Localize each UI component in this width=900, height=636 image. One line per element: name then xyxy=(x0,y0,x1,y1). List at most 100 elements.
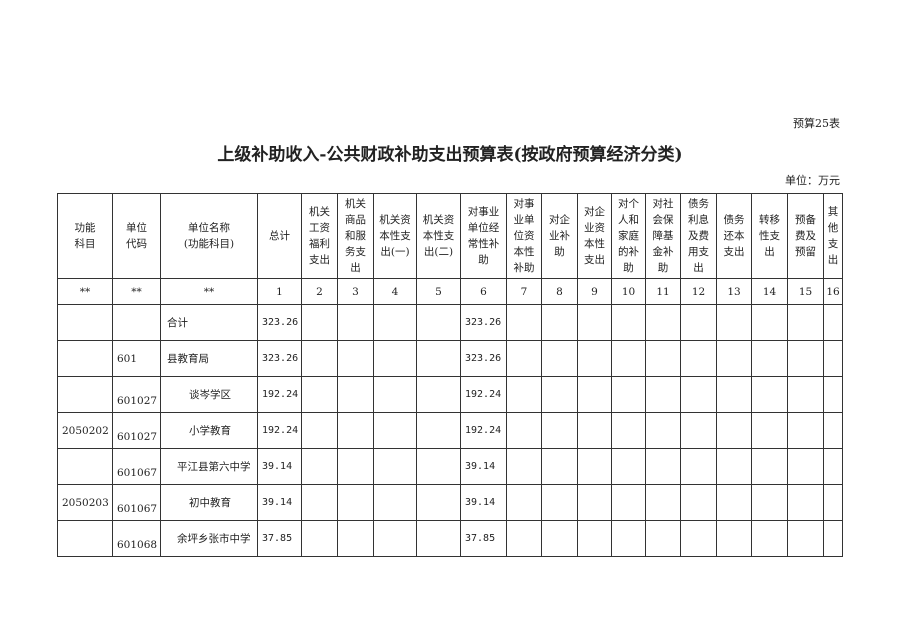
table-row: 601067 平江县第六中学 39.14 39.14 xyxy=(57,448,843,485)
table-row: 2050202 601027 小学教育 192.24 192.24 xyxy=(57,412,843,449)
total-cell: 39.14 xyxy=(257,484,302,521)
empty-cell xyxy=(416,484,461,521)
empty-cell xyxy=(823,484,843,521)
empty-cell xyxy=(680,484,717,521)
empty-cell xyxy=(751,376,788,413)
column-header: 单位 代码 xyxy=(112,193,161,279)
column-header: 机关 工资 福利 支出 xyxy=(301,193,338,279)
column-number: ** xyxy=(112,278,161,305)
unit-name-cell: 合计 xyxy=(160,304,258,341)
empty-cell xyxy=(716,412,752,449)
empty-cell xyxy=(416,376,461,413)
empty-cell xyxy=(416,340,461,377)
empty-cell xyxy=(541,484,578,521)
column-number: 14 xyxy=(751,278,788,305)
empty-cell xyxy=(751,520,788,557)
total-cell: 323.26 xyxy=(257,304,302,341)
empty-cell xyxy=(541,412,578,449)
empty-cell xyxy=(751,340,788,377)
empty-cell xyxy=(301,484,338,521)
function-code-cell xyxy=(57,304,113,341)
column-header: 对企 业资 本性 支出 xyxy=(577,193,612,279)
empty-cell xyxy=(716,520,752,557)
column-header: 债务 利息 及费 用支 出 xyxy=(680,193,717,279)
header-row: 功能 科目 单位 代码 单位名称 (功能科目) 总计 机关 工资 福利 支出 机关 商品 … xyxy=(57,193,843,279)
empty-cell xyxy=(416,412,461,449)
empty-cell xyxy=(751,412,788,449)
empty-cell xyxy=(373,412,417,449)
empty-cell xyxy=(337,484,374,521)
empty-cell xyxy=(680,520,717,557)
column-number: 11 xyxy=(645,278,681,305)
unit-code-cell: 601067 xyxy=(112,484,161,521)
empty-cell xyxy=(337,304,374,341)
function-code-cell xyxy=(57,376,113,413)
empty-cell xyxy=(301,340,338,377)
unit-code-cell: 601068 xyxy=(112,520,161,557)
empty-cell xyxy=(680,304,717,341)
cell-code: 601068 xyxy=(117,539,158,551)
function-code-cell: 2050203 xyxy=(57,484,113,521)
empty-cell xyxy=(611,520,646,557)
column-number: 5 xyxy=(416,278,461,305)
empty-cell xyxy=(337,376,374,413)
empty-cell xyxy=(787,304,824,341)
column-header: 对事 业单 位资 本性 补助 xyxy=(506,193,542,279)
total-cell: 37.85 xyxy=(257,520,302,557)
column-number: 1 xyxy=(257,278,302,305)
empty-cell xyxy=(680,340,717,377)
empty-cell xyxy=(416,304,461,341)
column-header: 机关资 本性支 出(二) xyxy=(416,193,461,279)
cell-code: 601 xyxy=(117,352,138,365)
empty-cell xyxy=(611,412,646,449)
empty-cell xyxy=(716,376,752,413)
empty-cell xyxy=(751,304,788,341)
empty-cell xyxy=(645,412,681,449)
empty-cell xyxy=(577,412,612,449)
col6-cell: 323.26 xyxy=(460,304,507,341)
empty-cell xyxy=(611,340,646,377)
column-number: 13 xyxy=(716,278,752,305)
table-row: 合计 323.26 323.26 xyxy=(57,304,843,341)
column-number: 6 xyxy=(460,278,507,305)
empty-cell xyxy=(337,448,374,485)
column-number: ** xyxy=(160,278,258,305)
empty-cell xyxy=(823,340,843,377)
empty-cell xyxy=(301,448,338,485)
empty-cell xyxy=(541,520,578,557)
empty-cell xyxy=(506,520,542,557)
empty-cell xyxy=(506,448,542,485)
column-header: 功能 科目 xyxy=(57,193,113,279)
function-code-cell xyxy=(57,340,113,377)
empty-cell xyxy=(823,376,843,413)
column-number: ** xyxy=(57,278,113,305)
column-number: 2 xyxy=(301,278,338,305)
empty-cell xyxy=(577,340,612,377)
empty-cell xyxy=(751,484,788,521)
empty-cell xyxy=(541,448,578,485)
empty-cell xyxy=(373,340,417,377)
empty-cell xyxy=(577,304,612,341)
column-number-row: ** ** ** 1 2 3 4 5 6 7 8 9 10 11 12 13 14 15 16 xyxy=(57,278,843,305)
empty-cell xyxy=(645,376,681,413)
total-cell: 192.24 xyxy=(257,376,302,413)
empty-cell xyxy=(301,376,338,413)
column-header: 总计 xyxy=(257,193,302,279)
unit-code-cell: 601 xyxy=(112,340,161,377)
col6-cell: 192.24 xyxy=(460,412,507,449)
empty-cell xyxy=(823,448,843,485)
empty-cell xyxy=(506,376,542,413)
unit-name-cell: 平江县第六中学 xyxy=(160,448,258,485)
col6-cell: 39.14 xyxy=(460,484,507,521)
empty-cell xyxy=(823,304,843,341)
empty-cell xyxy=(823,412,843,449)
table-row: 601027 谈岑学区 192.24 192.24 xyxy=(57,376,843,413)
unit-code-cell: 601067 xyxy=(112,448,161,485)
empty-cell xyxy=(751,448,788,485)
function-code-cell xyxy=(57,520,113,557)
unit-name-cell: 余坪乡张市中学 xyxy=(160,520,258,557)
empty-cell xyxy=(577,484,612,521)
empty-cell xyxy=(645,520,681,557)
unit-name-cell: 县教育局 xyxy=(160,340,258,377)
function-code-cell xyxy=(57,448,113,485)
